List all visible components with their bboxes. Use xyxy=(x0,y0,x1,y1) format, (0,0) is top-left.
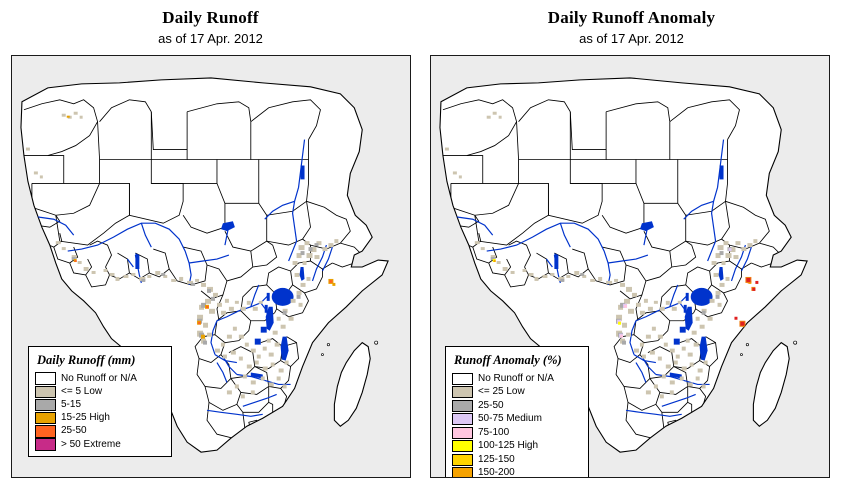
legend-item: 150-200 xyxy=(452,467,582,478)
lakes-right xyxy=(554,165,724,379)
legend-swatch xyxy=(35,385,56,398)
map-panel-runoff-anomaly: Runoff Anomaly (%) No Runoff or N/A <= 2… xyxy=(430,55,830,478)
legend-title: Runoff Anomaly (%) xyxy=(454,353,562,367)
legend-swatch xyxy=(452,372,473,385)
legend-label: 125-150 xyxy=(478,453,515,465)
legend-daily-runoff: Daily Runoff (mm) No Runoff or N/A <= 5 … xyxy=(28,346,172,458)
legend-swatch xyxy=(452,386,473,399)
legend-runoff-anomaly: Runoff Anomaly (%) No Runoff or N/A <= 2… xyxy=(445,346,589,478)
page-title-right: Daily Runoff Anomaly xyxy=(547,8,716,27)
legend-label: 50-75 Medium xyxy=(478,413,542,425)
legend-swatch xyxy=(35,372,56,385)
legend-label: 15-25 High xyxy=(61,412,110,424)
panel-daily-runoff-anomaly: Daily Runoff Anomaly as of 17 Apr. 2012 xyxy=(421,0,842,489)
legend-item: No Runoff or N/A xyxy=(35,372,165,385)
legend-item: 75-100 xyxy=(452,426,582,440)
legend-label: No Runoff or N/A xyxy=(478,372,554,384)
legend-entries: No Runoff or N/A <= 25 Low 25-50 50-75 M… xyxy=(452,372,582,478)
legend-swatch xyxy=(452,467,473,477)
lakes-left xyxy=(135,165,305,379)
legend-item: > 50 Extreme xyxy=(35,438,165,451)
legend-entries: No Runoff or N/A <= 5 Low 5-15 15-25 Hig… xyxy=(35,372,165,451)
legend-item: 100-125 High xyxy=(452,440,582,454)
legend-label: > 50 Extreme xyxy=(61,438,121,450)
legend-label: 75-100 xyxy=(478,426,510,438)
legend-swatch xyxy=(35,438,56,451)
legend-item: 25-50 xyxy=(35,425,165,438)
country-borders-left xyxy=(23,99,363,439)
legend-swatch xyxy=(452,399,473,412)
page-subtitle-right: as of 17 Apr. 2012 xyxy=(579,31,684,46)
legend-swatch xyxy=(35,411,56,425)
legend-swatch xyxy=(452,426,473,439)
legend-item: 15-25 High xyxy=(35,411,165,425)
legend-label: No Runoff or N/A xyxy=(61,372,137,384)
page-subtitle-left: as of 17 Apr. 2012 xyxy=(158,31,263,46)
legend-label: <= 5 Low xyxy=(61,385,103,397)
legend-item: 50-75 Medium xyxy=(452,413,582,427)
legend-title: Daily Runoff (mm) xyxy=(37,353,136,367)
map-panel-daily-runoff: Daily Runoff (mm) No Runoff or N/A <= 5 … xyxy=(11,55,411,478)
legend-item: 25-50 xyxy=(452,399,582,413)
legend-label: 150-200 xyxy=(478,467,515,478)
legend-swatch xyxy=(452,453,473,466)
legend-label: 25-50 xyxy=(478,399,504,411)
legend-label: 5-15 xyxy=(61,398,82,410)
legend-item: 125-150 xyxy=(452,453,582,467)
legend-item: 5-15 xyxy=(35,398,165,412)
legend-swatch xyxy=(452,413,473,426)
africa-landmass-right xyxy=(439,77,808,453)
legend-item: <= 25 Low xyxy=(452,386,582,400)
africa-landmass-left xyxy=(20,77,389,453)
legend-label: 100-125 High xyxy=(478,440,539,452)
legend-swatch xyxy=(35,398,56,412)
legend-item: <= 5 Low xyxy=(35,385,165,398)
legend-label: <= 25 Low xyxy=(478,386,525,398)
legend-label: 25-50 xyxy=(61,425,87,437)
panel-daily-runoff: Daily Runoff as of 17 Apr. 2012 xyxy=(11,8,411,478)
legend-item: No Runoff or N/A xyxy=(452,372,582,386)
page-title-left: Daily Runoff xyxy=(162,8,259,27)
legend-swatch xyxy=(452,440,473,453)
legend-swatch xyxy=(35,425,56,438)
